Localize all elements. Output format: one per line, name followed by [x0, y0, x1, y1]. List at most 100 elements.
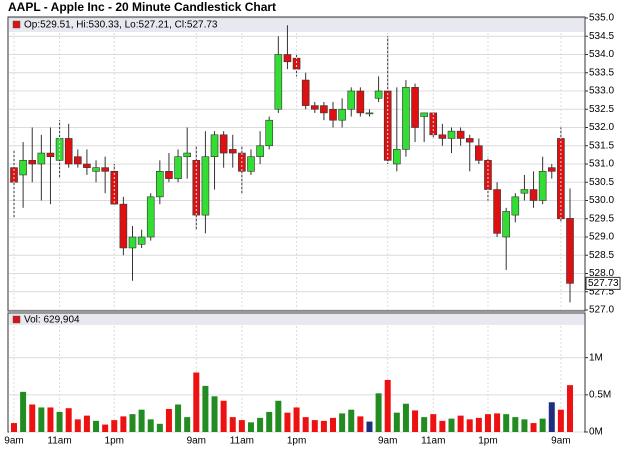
volume-bar [357, 416, 364, 432]
volume-bar [102, 424, 109, 432]
y-tick-label: 0.5M [589, 389, 611, 400]
volume-bar [20, 391, 27, 432]
candle-body [119, 203, 128, 249]
candle-body [165, 171, 173, 179]
volume-bar [402, 403, 409, 432]
candle-body [92, 167, 100, 172]
volume-bar [448, 418, 455, 432]
candle-body [465, 138, 474, 143]
volume-bar [56, 411, 63, 432]
volume-bar [567, 385, 573, 432]
candle-body [247, 156, 255, 172]
volume-bar [557, 409, 564, 432]
y-tick-label: 529.0 [589, 232, 614, 243]
volume-bar [284, 412, 291, 432]
volume-bar [165, 408, 172, 432]
x-tick-label: 9am [187, 436, 206, 447]
volume-bar [257, 417, 264, 432]
volume-bar [29, 404, 36, 432]
y-tick-label: 531.5 [589, 140, 614, 151]
candle-body [219, 134, 228, 154]
volume-bar [457, 415, 464, 432]
candle-body [19, 160, 27, 176]
y-tick-label: 534.0 [589, 49, 614, 60]
candle-body [393, 149, 401, 165]
candle-body [174, 156, 182, 179]
volume-bar [339, 413, 346, 432]
volume-bar [83, 415, 90, 432]
y-tick-label: 0M [589, 427, 603, 438]
y-tick-label: 1M [589, 352, 603, 363]
volume-bar [147, 419, 154, 432]
volume-bar [211, 396, 218, 432]
candle-body [137, 236, 146, 245]
candle-body [365, 112, 374, 115]
y-tick-label: 530.5 [589, 177, 614, 188]
x-tick-label: 9am [551, 436, 570, 447]
volume-bar [494, 413, 501, 432]
volume-bar [202, 385, 209, 432]
y-tick-label: 529.5 [589, 213, 614, 224]
candle-body [338, 108, 346, 121]
volume-bar [38, 407, 45, 432]
y-tick-label: 534.5 [589, 31, 614, 42]
volume-bar [302, 417, 309, 432]
volume-bar [366, 421, 373, 432]
candle-body [183, 152, 191, 158]
candle-body [146, 196, 155, 238]
candle-body [110, 171, 119, 205]
volume-bar [129, 414, 136, 432]
volume-icon [12, 315, 21, 324]
candle-body [438, 134, 447, 139]
candle-body [475, 145, 483, 161]
candle-body [210, 134, 219, 158]
candle-body [283, 54, 292, 63]
candle-body [201, 156, 210, 216]
volume-bar [247, 422, 254, 432]
volume-bar [11, 423, 17, 432]
y-tick-label: 528.0 [589, 268, 614, 279]
info-bar [9, 18, 584, 32]
candle-body [256, 145, 264, 157]
candle-body [156, 171, 164, 198]
volume-bar [393, 412, 400, 432]
volume-bar [293, 407, 300, 432]
x-tick-label: 9am [378, 436, 397, 447]
volume-bar [311, 420, 318, 432]
volume-bar [548, 402, 555, 432]
volume-bar [47, 407, 54, 432]
volume-bar [384, 379, 391, 432]
x-tick-label: 11am [421, 436, 445, 447]
y-tick-label: 532.5 [589, 104, 614, 115]
candle-body [520, 189, 529, 194]
info-icon [12, 20, 21, 29]
candle-body [28, 160, 37, 165]
volume-info: Vol: 629,904 [24, 315, 80, 326]
candle-body [192, 160, 201, 216]
volume-bar [111, 420, 118, 432]
candle-body [128, 236, 137, 249]
volume-bar [530, 423, 537, 432]
volume-bar [156, 423, 163, 432]
volume-bar [175, 404, 182, 432]
volume-bar [375, 393, 382, 432]
candle-body [101, 167, 109, 172]
candle-body [320, 105, 328, 114]
volume-bar [484, 414, 491, 432]
ohlc-info: Op:529.51, Hi:530.33, Lo:527.21, Cl:527.… [24, 20, 218, 31]
candle-body [329, 108, 337, 121]
candle-body [493, 189, 501, 234]
y-tick-label: 531.0 [589, 159, 614, 170]
volume-bar [430, 414, 437, 432]
y-tick-label: 530.0 [589, 195, 614, 206]
volume-bar [93, 420, 100, 432]
y-tick-label: 533.5 [589, 67, 614, 78]
candle-body [310, 105, 319, 110]
y-tick-label: 528.5 [589, 250, 614, 261]
volume-bar [330, 417, 337, 432]
candle-body [74, 156, 82, 165]
candle-body [228, 149, 237, 154]
candle-body [538, 171, 547, 201]
volume-bar [421, 417, 428, 432]
volume-bar [466, 419, 473, 432]
